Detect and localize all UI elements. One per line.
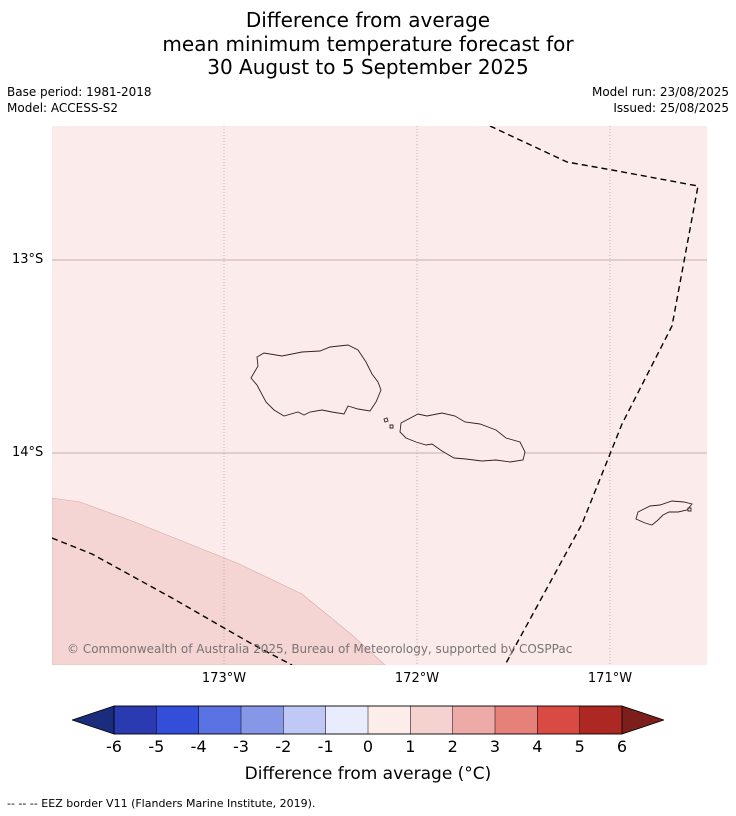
colorbar-cell xyxy=(198,705,242,735)
colorbar-extend-max xyxy=(622,706,664,734)
copyright-notice: © Commonwealth of Australia 2025, Bureau… xyxy=(67,642,572,656)
title-line-3: 30 August to 5 September 2025 xyxy=(207,55,529,79)
base-period: Base period: 1981-2018 xyxy=(7,85,152,99)
lon-label-172w: 172°W xyxy=(394,671,440,686)
colorbar-cell xyxy=(452,705,496,735)
colorbar-extend-min xyxy=(72,706,114,734)
colorbar-frame xyxy=(113,705,623,735)
tutuila-island xyxy=(635,500,693,526)
colorbar-cell xyxy=(325,705,369,735)
warm-anomaly-region xyxy=(52,497,386,665)
colorbar-label: Difference from average (°C) xyxy=(244,764,492,784)
lon-label-173w: 173°W xyxy=(201,671,247,686)
title-line-2: mean minimum temperature forecast for xyxy=(162,32,574,56)
eez-border-east xyxy=(489,126,699,665)
eez-border-west xyxy=(52,537,293,665)
lon-label-171w: 171°W xyxy=(587,671,633,686)
colorbar-extend-min-outline xyxy=(72,705,115,735)
colorbar-cells xyxy=(113,705,623,735)
colorbar-tick-label: 1 xyxy=(405,737,416,756)
meta-left: Base period: 1981-2018 Model: ACCESS-S2 xyxy=(7,84,152,116)
colorbar-cell xyxy=(240,705,284,735)
colorbar-cell xyxy=(537,705,581,735)
colorbar-tick-label: -5 xyxy=(148,737,165,756)
manono-island xyxy=(383,417,389,423)
colorbar-cell xyxy=(367,705,411,735)
colorbar-cell xyxy=(283,705,327,735)
colorbar-tick-label: 0 xyxy=(362,737,374,756)
model-name: Model: ACCESS-S2 xyxy=(7,101,119,115)
colorbar-tick-label: 2 xyxy=(447,737,458,756)
colorbar-cell xyxy=(410,705,454,735)
colorbar-tick-label: -1 xyxy=(317,737,334,756)
lat-label-13s: 13°S xyxy=(12,252,44,267)
colorbar-cell xyxy=(494,705,538,735)
meta-right: Model run: 23/08/2025 Issued: 25/08/2025 xyxy=(592,84,729,116)
colorbar-cell xyxy=(156,705,200,735)
colorbar-tick-label: 4 xyxy=(532,737,543,756)
apolima-island xyxy=(389,424,394,429)
eez-legend: -- -- -- EEZ border V11 (Flanders Marine… xyxy=(7,797,316,810)
colorbar-tick-label: 5 xyxy=(574,737,585,756)
colorbar-extend-max-outline xyxy=(621,705,664,735)
savaii-island xyxy=(250,344,382,417)
upolu-island xyxy=(399,412,526,463)
colorbar-tick-label: -4 xyxy=(190,737,207,756)
colorbar-cell xyxy=(113,705,157,735)
issued-date: Issued: 25/08/2025 xyxy=(613,101,729,115)
colorbar xyxy=(72,705,664,735)
graticule xyxy=(52,126,707,665)
model-run: Model run: 23/08/2025 xyxy=(591,85,729,99)
colorbar-tick-label: 6 xyxy=(616,737,628,756)
title-line-1: Difference from average xyxy=(245,8,491,32)
colorbar-tick-label: -6 xyxy=(106,737,122,756)
lat-label-14s: 14°S xyxy=(12,445,44,460)
colorbar-tick-label: 3 xyxy=(489,737,501,756)
eez-border xyxy=(52,126,699,665)
aunuu-island xyxy=(687,507,692,512)
colorbar-cell xyxy=(579,705,623,735)
colorbar-tick-label: -3 xyxy=(233,737,249,756)
colorbar-tick-label: -2 xyxy=(275,737,292,756)
coastlines xyxy=(250,344,693,526)
forecast-map: © Commonwealth of Australia 2025, Bureau… xyxy=(52,126,707,665)
